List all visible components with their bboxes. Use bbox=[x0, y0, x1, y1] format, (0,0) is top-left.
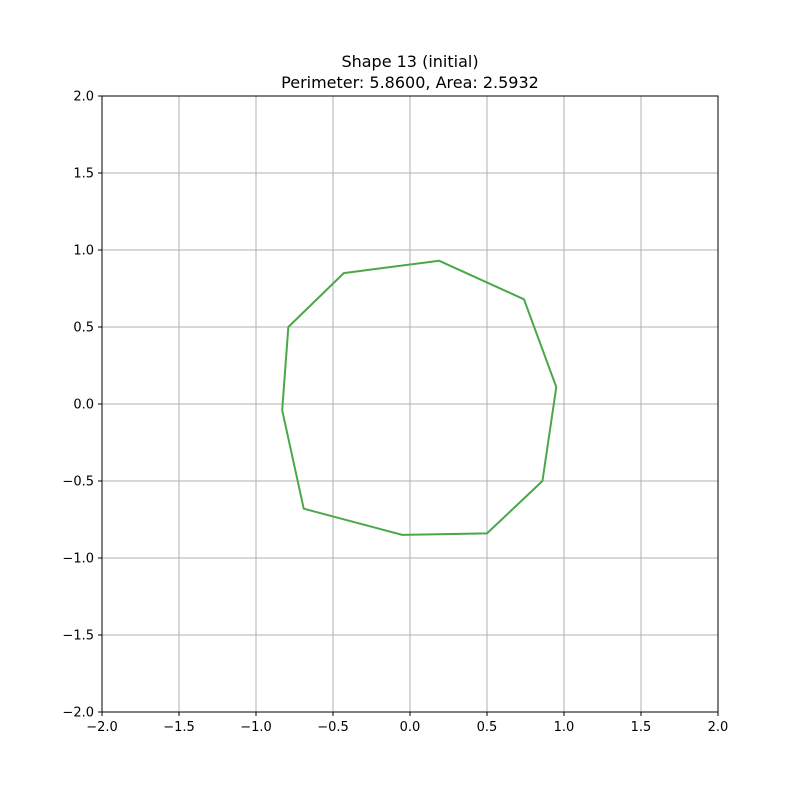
shape-outline bbox=[281, 259, 558, 536]
y-tick-label: 1.5 bbox=[73, 167, 94, 182]
x-tick-label: −2.0 bbox=[86, 720, 118, 735]
x-tick-label: −1.5 bbox=[163, 720, 195, 735]
x-tick-label: 1.0 bbox=[554, 720, 575, 735]
chart-subtitle: Perimeter: 5.8600, Area: 2.5932 bbox=[281, 73, 539, 92]
chart-title: Shape 13 (initial) bbox=[341, 52, 478, 71]
y-tick-label: 0.0 bbox=[73, 398, 94, 413]
series-layer bbox=[281, 259, 558, 536]
y-tick-label: 0.5 bbox=[73, 321, 94, 336]
y-tick-label: 2.0 bbox=[73, 90, 94, 105]
x-tick-label: 0.5 bbox=[477, 720, 498, 735]
x-tick-label: −1.0 bbox=[240, 720, 272, 735]
x-tick-label: −0.5 bbox=[317, 720, 349, 735]
y-tick-label: 1.0 bbox=[73, 244, 94, 259]
y-tick-label: −1.5 bbox=[62, 629, 94, 644]
x-tick-label: 0.0 bbox=[400, 720, 421, 735]
y-tick-label: −1.0 bbox=[62, 552, 94, 567]
x-tick-label: 2.0 bbox=[708, 720, 729, 735]
y-tick-label: −0.5 bbox=[62, 475, 94, 490]
y-tick-label: −2.0 bbox=[62, 706, 94, 721]
axis-ticks: −2.0 −1.5 −1.0 −0.5 0.0 0.5 1.0 1.5 2.0 −2.0 −1.5 −… bbox=[62, 90, 728, 736]
grid bbox=[101, 95, 719, 713]
x-tick-label: 1.5 bbox=[631, 720, 652, 735]
